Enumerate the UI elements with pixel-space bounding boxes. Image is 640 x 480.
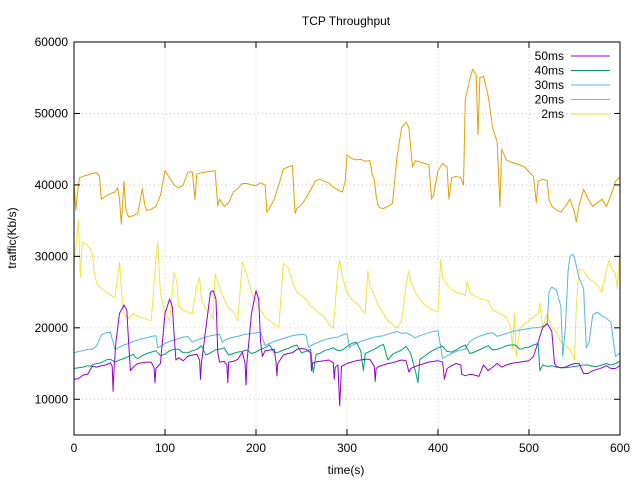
y-tick-label: 50000 [35, 106, 69, 120]
y-axis-label: traffic(Kb/s) [5, 207, 19, 268]
legend-label-30ms: 30ms [535, 78, 564, 92]
legend-label-50ms: 50ms [535, 49, 564, 63]
series-line-20ms [73, 68, 621, 225]
x-tick-label: 500 [519, 441, 539, 455]
x-tick-label: 400 [428, 441, 448, 455]
series-line-2ms [73, 220, 621, 361]
legend-label-20ms: 20ms [535, 93, 564, 107]
series-line-50ms [73, 290, 621, 407]
chart-title: TCP Throughput [302, 14, 391, 28]
y-tick-label: 20000 [35, 321, 69, 335]
y-tick-label: 60000 [35, 35, 69, 49]
x-tick-label: 200 [246, 441, 266, 455]
series-lines [73, 68, 621, 407]
y-tick-label: 30000 [35, 249, 69, 263]
axis-ticks: 10000 20000 30000 40000 50000 60000 0 100 200 300… [35, 35, 631, 455]
series-line-40ms [73, 341, 621, 384]
x-tick-label: 100 [155, 441, 175, 455]
x-axis-label: time(s) [328, 463, 365, 477]
x-tick-label: 0 [71, 441, 78, 455]
legend-label-40ms: 40ms [535, 64, 564, 78]
y-tick-label: 10000 [35, 392, 69, 406]
x-tick-label: 600 [610, 441, 630, 455]
y-tick-label: 40000 [35, 178, 69, 192]
x-tick-label: 300 [337, 441, 357, 455]
legend-label-2ms: 2ms [541, 107, 564, 121]
